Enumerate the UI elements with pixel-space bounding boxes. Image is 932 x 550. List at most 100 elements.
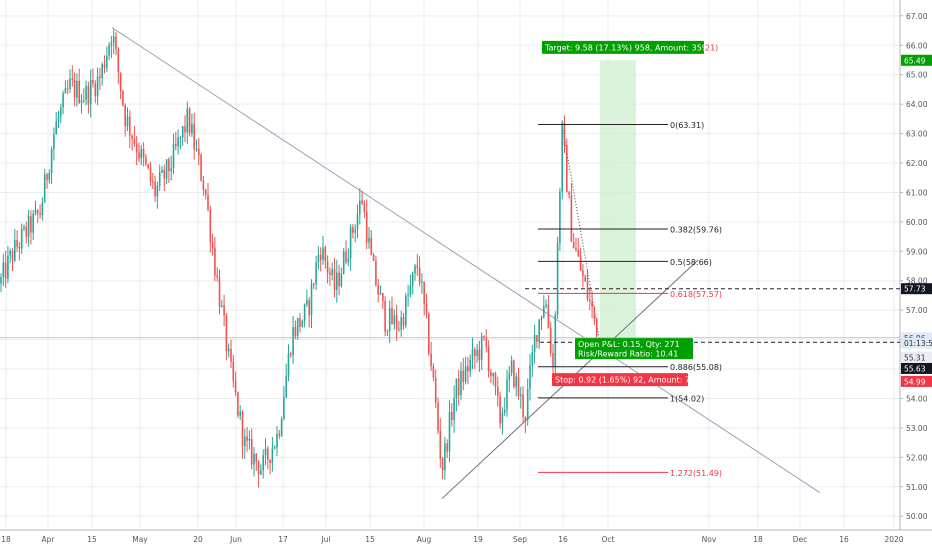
candle-body [234,380,237,393]
candle-body [547,304,550,329]
x-tick-label: May [132,535,148,544]
candle-body [455,378,458,399]
candle-body [48,173,51,180]
candle-body [331,269,333,275]
candle-body [177,137,179,147]
candle-body [460,370,462,396]
candle-body [94,83,97,97]
candle-body [271,448,274,463]
open-pl-box[interactable] [575,338,693,360]
candle-body [531,352,534,366]
fib-level-label: 0(63.31) [670,121,704,130]
fib-level-label: 1(54.02) [670,394,704,403]
candle-body [400,317,402,330]
candle-body [18,246,21,249]
candle-body [405,295,407,326]
candle-body [184,126,186,133]
candle-body [9,250,11,256]
candle-body [55,121,57,135]
y-tick-label: 57.00 [906,306,928,315]
candle-body [255,453,258,463]
x-tick-label: 2020 [884,535,903,544]
time-axis[interactable]: 18 Apr 15 May 20 Jun 17 Jul 15 Aug 19 Sep 16 Oct Nov 18… [1,535,904,544]
candle-body [25,226,28,237]
candle-body [250,438,253,465]
candle-body [147,164,149,168]
target-label-box[interactable] [542,40,704,54]
candle-body [221,305,223,308]
candle-body [524,416,527,421]
candle-body [471,349,474,360]
candle-body [7,255,9,279]
candle-body [453,398,455,421]
candle-body [64,88,67,94]
candle-body [349,226,352,259]
candle-body [478,349,481,360]
candle-body [262,455,264,471]
candle-body [198,148,200,155]
candle-body [154,181,156,197]
x-tick-label: 15 [365,535,375,544]
candle-body [80,100,83,103]
y-tick-label: 50.00 [906,512,928,521]
candle-body [411,273,414,286]
candle-body [434,377,437,403]
candle-body [227,348,230,352]
candle-body [225,315,228,352]
candle-body [106,55,108,68]
candle-body [124,105,126,127]
dashed-price-lines [0,288,900,343]
candle-body [474,349,476,357]
y-tick-label: 61.00 [906,188,928,197]
price-badge-label: 55.63 [904,364,926,373]
x-tick-label: Jun [229,535,242,544]
candle-body [285,375,287,398]
candle-body [253,453,255,465]
candle-body [20,229,23,249]
candle-body [490,371,492,377]
price-badge-label: 65.49 [904,56,926,65]
price-axis[interactable]: 50.0051.0052.0053.0054.0055.0056.0057.00… [900,12,928,521]
candle-body [158,172,161,186]
target-zone [600,60,636,338]
candle-body [156,185,159,197]
price-badge [901,337,932,349]
candle-body [529,365,531,389]
candle-body [89,79,92,105]
candle-body [99,76,101,79]
candle-body [549,328,552,354]
candle-body [510,360,513,374]
candle-body [101,64,103,79]
x-tick-label: 17 [278,535,288,544]
y-tick-label: 65.00 [906,71,928,80]
candle-body [129,116,131,136]
x-tick-label: 18 [1,535,11,544]
candle-body [407,295,409,297]
trend-line-down[interactable] [111,27,821,494]
fibonacci-levels[interactable]: 0(63.31) 0.382(59.76) 0.5(58.66) 0.618(57.5… [538,121,722,478]
candle-body [317,254,320,263]
x-tick-label: 16 [558,535,568,544]
price-badge-label: 57.73 [904,285,926,294]
y-tick-label: 59.00 [906,247,928,256]
candle-body [209,209,212,243]
candle-body [152,181,154,183]
candle-body [122,91,124,106]
candle-body [561,122,563,192]
position-labels[interactable]: Target: 9.58 (17.13%) 958, Amount: 3596.… [542,40,725,387]
candle-body [232,361,235,381]
candle-body [163,169,166,179]
stop-label-box[interactable] [552,373,688,387]
candle-body [336,272,338,290]
candle-body [211,242,214,248]
candle-body [303,304,306,321]
candle-body [2,262,5,278]
price-badge [901,362,932,374]
candle-body [37,210,39,214]
candle-body [526,388,529,421]
y-tick-label: 52.00 [906,453,928,462]
candle-body [345,251,347,263]
candle-body [326,261,329,273]
